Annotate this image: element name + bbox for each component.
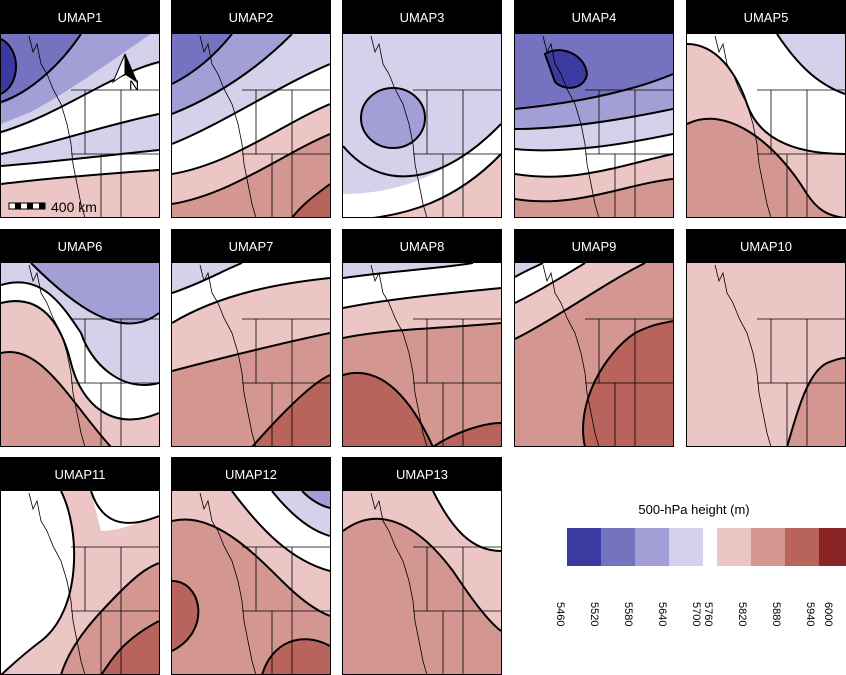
legend-swatch [785,528,819,566]
panel-umap1: UMAP1 N 400 km [0,0,160,218]
panel-title: UMAP9 [515,230,673,263]
legend-tick-label: 5460 [554,602,566,627]
contour-map [687,263,845,446]
contour-map [515,34,673,217]
contour-map: N 400 km [1,34,159,217]
scale-bar-label: 400 km [51,199,97,215]
panel-umap8: UMAP8 [342,229,502,447]
legend-tick-label: 5760 [702,602,714,627]
panel-title: UMAP3 [343,1,501,34]
contour-map [343,263,501,446]
panel-umap3: UMAP3 [342,0,502,218]
contour-map [687,34,845,217]
legend-swatch [717,528,751,566]
legend-tick-label: 6000 [822,602,834,627]
panel-umap6: UMAP6 [0,229,160,447]
panel-umap11: UMAP11 [0,457,160,675]
legend-swatch [751,528,785,566]
legend-tick-label: 5880 [770,602,782,627]
panel-title: UMAP2 [172,1,330,34]
panel-title: UMAP12 [172,458,330,491]
contour-map [515,263,673,446]
panel-umap13: UMAP13 [342,457,502,675]
contour-map [172,491,330,674]
panel-title: UMAP10 [687,230,845,263]
panel-umap7: UMAP7 [171,229,331,447]
panel-title: UMAP5 [687,1,845,34]
legend-tick-label: 5820 [736,602,748,627]
panel-title: UMAP6 [1,230,159,263]
panel-title: UMAP7 [172,230,330,263]
panel-umap4: UMAP4 [514,0,674,218]
legend-title: 500-hPa height (m) [638,502,750,517]
panel-umap12: UMAP12 [171,457,331,675]
contour-map [172,34,330,217]
legend-swatch [819,528,846,566]
north-arrow-label: N [129,77,139,93]
legend-swatch [669,528,703,566]
panel-title: UMAP13 [343,458,501,491]
legend-tick-label: 5580 [622,602,634,627]
contour-map [1,491,159,674]
panel-title: UMAP4 [515,1,673,34]
color-legend: 500-hPa height (m) 5460 5520 5580 5640 5700 5… [554,496,846,674]
legend-tick-label: 5700 [690,602,702,627]
legend-swatch [601,528,635,566]
legend-tick-label: 5640 [656,602,668,627]
panel-umap5: UMAP5 [686,0,846,218]
contour-map [1,263,159,446]
legend-tick-label: 5940 [804,602,816,627]
contour-map [343,491,501,674]
contour-map [172,263,330,446]
legend-swatch [635,528,669,566]
panel-umap9: UMAP9 [514,229,674,447]
legend-tick-label: 5520 [588,602,600,627]
panel-title: UMAP11 [1,458,159,491]
north-arrow-icon [111,53,139,84]
panel-umap10: UMAP10 [686,229,846,447]
scale-bar [8,202,46,210]
panel-umap2: UMAP2 [171,0,331,218]
contour-map [343,34,501,217]
panel-title: UMAP1 [1,1,159,34]
panel-title: UMAP8 [343,230,501,263]
legend-swatch [567,528,601,566]
legend-swatches [567,528,846,566]
